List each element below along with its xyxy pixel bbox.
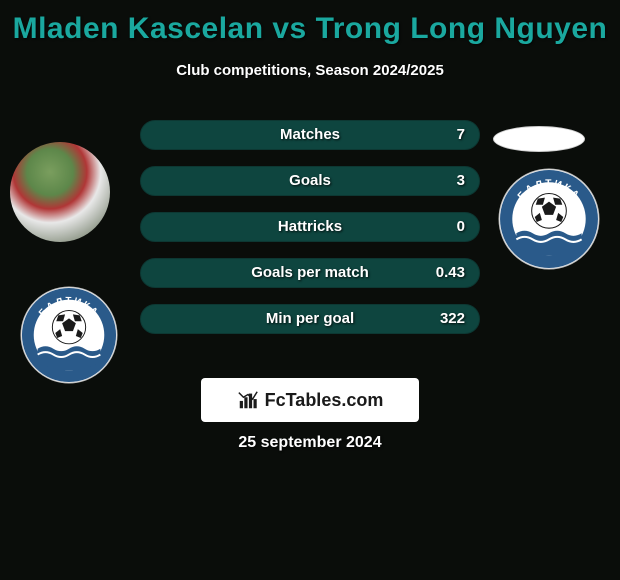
subtitle: Club competitions, Season 2024/2025 [0, 62, 620, 79]
bar-chart-icon [237, 389, 259, 411]
club-badge-large: БАЛТИКА [498, 168, 600, 270]
stat-row: Matches 7 [0, 120, 620, 150]
club-badge-small: БАЛТИКА [20, 286, 118, 384]
stat-label: Goals per match [140, 258, 480, 288]
stat-value: 0 [457, 212, 465, 242]
stat-label: Hattricks [140, 212, 480, 242]
stat-value: 7 [457, 120, 465, 150]
stat-value: 0.43 [436, 258, 465, 288]
stat-label: Matches [140, 120, 480, 150]
page-title: Mladen Kascelan vs Trong Long Nguyen [0, 0, 620, 46]
date-text: 25 september 2024 [0, 434, 620, 452]
stat-label: Goals [140, 166, 480, 196]
stat-label: Min per goal [140, 304, 480, 334]
stat-value: 322 [440, 304, 465, 334]
stat-value: 3 [457, 166, 465, 196]
fctables-label: FcTables.com [265, 390, 384, 411]
fctables-badge: FcTables.com [201, 378, 419, 422]
